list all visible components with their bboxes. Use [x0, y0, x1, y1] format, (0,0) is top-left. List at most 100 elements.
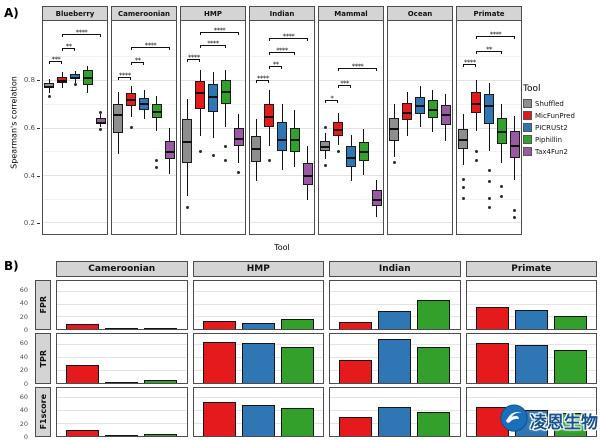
- facet-hmp: HMP **** **** ****: [180, 6, 246, 235]
- bar-panel-indian-tpr: [329, 333, 461, 384]
- outlier-dot: [513, 215, 517, 219]
- outlier-dot: [99, 128, 103, 132]
- outlier-dot: [392, 161, 396, 165]
- boxplot-median: [233, 138, 244, 141]
- boxplot-box-tax4fun2: [164, 140, 175, 160]
- gridline-major: [330, 303, 460, 305]
- boxplot-box-micfunpred: [402, 102, 413, 121]
- boxplot-median: [82, 76, 93, 79]
- legend-title: Tool: [523, 84, 541, 94]
- y-tick-label: 0: [23, 432, 28, 440]
- significance-label: ****: [213, 26, 226, 35]
- facet-strip-primate: Primate: [456, 6, 522, 21]
- outlier-dot: [323, 126, 327, 129]
- boxplot-box-micfunpred: [471, 91, 482, 114]
- boxplot-median: [220, 90, 231, 93]
- y-tick-label: 40: [19, 352, 28, 361]
- column-strip-primate: Primate: [465, 261, 597, 277]
- facet-panel-mammal: * *** ****: [318, 21, 384, 235]
- gridline-major: [112, 80, 176, 82]
- gridline-major: [457, 80, 521, 82]
- boxplot-median: [496, 131, 507, 134]
- bar-piphillin: [280, 408, 314, 436]
- gridline-minor: [112, 198, 176, 200]
- bar-piphillin: [280, 347, 314, 383]
- gridline-minor: [181, 198, 245, 200]
- bar-panel-indian-fpr: [329, 280, 461, 331]
- boxplot-median: [44, 86, 55, 89]
- gridline-major: [466, 303, 596, 305]
- significance-label: ****: [144, 41, 157, 50]
- legend-swatch: [523, 123, 532, 132]
- facet-indian: Indian **** ** **** ****: [249, 6, 315, 235]
- y-tick-label: 60: [19, 286, 28, 295]
- significance-label: ****: [351, 62, 364, 71]
- bar-piphillin: [417, 411, 451, 436]
- significance-bracket: [338, 68, 377, 72]
- boxplot-box-shuffled: [458, 128, 469, 149]
- significance-label: ****: [489, 30, 502, 39]
- gridline-major: [250, 80, 314, 82]
- outlier-dot: [500, 185, 504, 189]
- facet-mammal: Mammal * *** ****: [318, 6, 384, 235]
- bars: [57, 281, 187, 330]
- outlier-dot: [461, 197, 465, 200]
- significance-label: **: [134, 56, 141, 65]
- facet-panel-cameroonian: **** ** ****: [111, 21, 177, 235]
- y-ticks: 0 20 40 60: [12, 387, 30, 440]
- bar-micfunpred: [202, 320, 236, 330]
- panel-a-x-axis-title: Tool: [274, 243, 290, 252]
- row-strip-fpr: FPR: [35, 280, 51, 331]
- bar-piphillin: [144, 328, 178, 330]
- legend-item-tax4fun2: Tax4Fun2: [523, 147, 601, 156]
- y-tick-label: 0: [23, 379, 28, 388]
- outlier-dot: [487, 168, 491, 172]
- gridline-major: [112, 222, 176, 224]
- y-tick-label: 20: [19, 366, 28, 375]
- boxplot-box-picrust2: [484, 94, 494, 124]
- y-tick-mark: [37, 175, 40, 177]
- outlier-dot: [487, 206, 491, 210]
- significance-label: ****: [118, 71, 131, 80]
- column-strip-indian: Indian: [329, 261, 461, 277]
- gridline-major: [319, 127, 383, 129]
- bar-piphillin: [280, 319, 314, 330]
- gridline-major: [181, 174, 245, 176]
- significance-bracket: [131, 47, 170, 51]
- significance-bracket: [62, 34, 101, 38]
- significance-bracket: [476, 36, 515, 40]
- legend-label: PICRUSt2: [535, 123, 568, 132]
- row-strip-label: FPR: [38, 296, 48, 314]
- gridline-major: [330, 290, 460, 292]
- boxplot-box-picrust2: [346, 146, 356, 167]
- gridline-major: [457, 174, 521, 176]
- gridline-minor: [388, 56, 452, 58]
- boxplot-median: [151, 110, 162, 113]
- bar-panel-hmp-fpr: [192, 280, 324, 331]
- outlier-dot: [198, 149, 202, 153]
- facet-strip-hmp: HMP: [180, 6, 246, 21]
- gridline-minor: [457, 151, 521, 153]
- boxplot-median: [277, 139, 287, 142]
- facet-panel-blueberry: *** ** ****: [42, 21, 108, 235]
- gridline-major: [388, 174, 452, 176]
- bar-panel-cameroonian-tpr: [56, 333, 188, 384]
- gridline-major: [193, 290, 323, 292]
- gridline-major: [319, 80, 383, 82]
- bar-picrust2: [105, 434, 139, 436]
- bar-panel-primate-fpr: [465, 280, 597, 331]
- y-ticks: 0 20 40 60: [12, 280, 30, 334]
- bars: [467, 281, 597, 330]
- gridline-major: [181, 222, 245, 224]
- bars: [57, 334, 187, 383]
- gridline-major: [57, 423, 187, 425]
- significance-label: **: [486, 45, 492, 54]
- panel-b: B) Cameroonian HMP Indian Primate 0 20 40 60 FPR…: [0, 257, 601, 440]
- boxplot-median: [471, 102, 482, 105]
- boxplot-box-micfunpred: [195, 81, 206, 109]
- gridline-minor: [43, 151, 107, 153]
- facet-primate: Primate **** ** ****: [456, 6, 522, 235]
- boxplot-box-tax4fun2: [302, 162, 313, 186]
- significance-bracket: [269, 37, 308, 41]
- significance-bracket: [338, 84, 351, 88]
